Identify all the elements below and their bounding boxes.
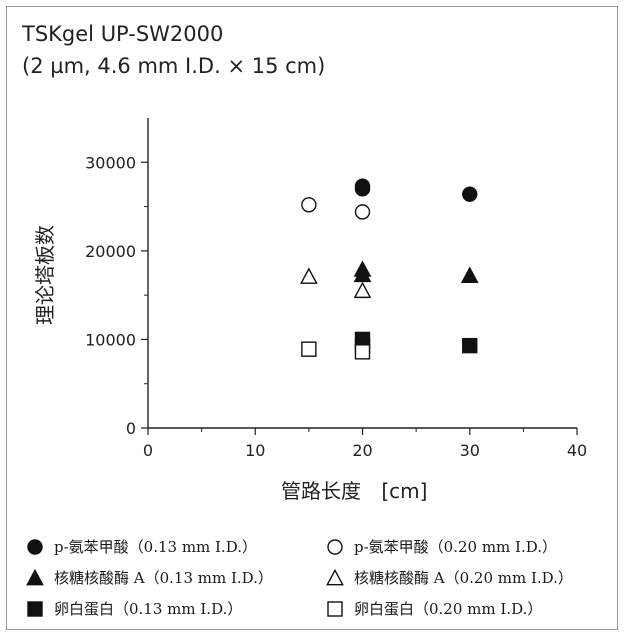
x-tick-label: 30	[460, 441, 480, 460]
data-point-circle-open	[301, 197, 317, 213]
legend-marker-square	[327, 600, 343, 617]
legend-marker-circle	[327, 538, 343, 555]
x-tick-label: 0	[143, 441, 153, 460]
data-point-square-open	[354, 344, 371, 360]
chart-frame	[6, 6, 618, 630]
legend-item: 卵白蛋白（0.13 mm I.D.）	[26, 598, 242, 619]
x-tick-label: 20	[352, 441, 372, 460]
data-point-triangle-open	[300, 267, 318, 284]
y-tick-label: 10000	[85, 330, 136, 349]
y-tick-label: 0	[126, 419, 136, 438]
legend-marker-square	[27, 600, 43, 617]
legend-marker	[27, 600, 43, 617]
legend-label: 核糖核酸酶 A（0.13 mm I.D.）	[54, 569, 273, 587]
legend-label: p-氨苯甲酸（0.13 mm I.D.）	[54, 538, 258, 556]
y-tick-label: 30000	[85, 153, 136, 172]
x-tick-label: 40	[567, 441, 587, 460]
ticks: 0 10000 20000 30000 0 10 20 30 40	[85, 153, 587, 460]
legend-marker-triangle	[326, 568, 344, 585]
legend-label: 卵白蛋白（0.20 mm I.D.）	[354, 600, 543, 618]
data-point-circle-filled	[354, 178, 371, 194]
data-point-circle-open	[354, 204, 371, 220]
legend-marker-triangle	[26, 568, 44, 585]
legend-marker-circle	[27, 538, 43, 555]
legend-label: p-氨苯甲酸（0.20 mm I.D.）	[354, 538, 558, 556]
legend-marker	[327, 538, 343, 555]
data-point-triangle-filled	[353, 260, 372, 277]
legend-item: p-氨苯甲酸（0.20 mm I.D.）	[326, 536, 557, 557]
y-tick-label: 20000	[85, 242, 136, 261]
data-point-triangle-open	[353, 281, 372, 299]
legend-label: 核糖核酸酶 A（0.20 mm I.D.）	[354, 569, 573, 587]
data-point-circle-filled	[462, 186, 478, 202]
data-point-square-filled	[462, 337, 478, 354]
legend-marker	[27, 538, 43, 555]
legend-item: p-氨苯甲酸（0.13 mm I.D.）	[26, 536, 257, 557]
legend-marker	[327, 600, 343, 617]
x-tick-label: 10	[245, 441, 265, 460]
legend-marker	[26, 568, 44, 585]
chart-title-line2: (2 µm, 4.6 mm I.D. × 15 cm)	[22, 54, 326, 78]
data-points	[300, 178, 479, 360]
x-axis-label-unit: [cm]	[381, 479, 427, 503]
legend-item: 卵白蛋白（0.20 mm I.D.）	[326, 598, 542, 619]
data-point-triangle-filled	[460, 266, 479, 284]
legend-label: 卵白蛋白（0.13 mm I.D.）	[54, 600, 243, 618]
x-axis-label: 管路长度 [cm]	[281, 479, 427, 503]
legend-item: 核糖核酸酶 A（0.20 mm I.D.）	[326, 567, 573, 588]
legend-item: 核糖核酸酶 A（0.13 mm I.D.）	[26, 567, 273, 588]
chart-title-line1: TSKgel UP-SW2000	[22, 22, 224, 46]
data-point-square-open	[301, 341, 317, 357]
x-axis-label-text: 管路长度	[281, 479, 361, 503]
y-axis-label: 理论塔板数	[33, 225, 57, 325]
legend-marker	[326, 568, 344, 585]
